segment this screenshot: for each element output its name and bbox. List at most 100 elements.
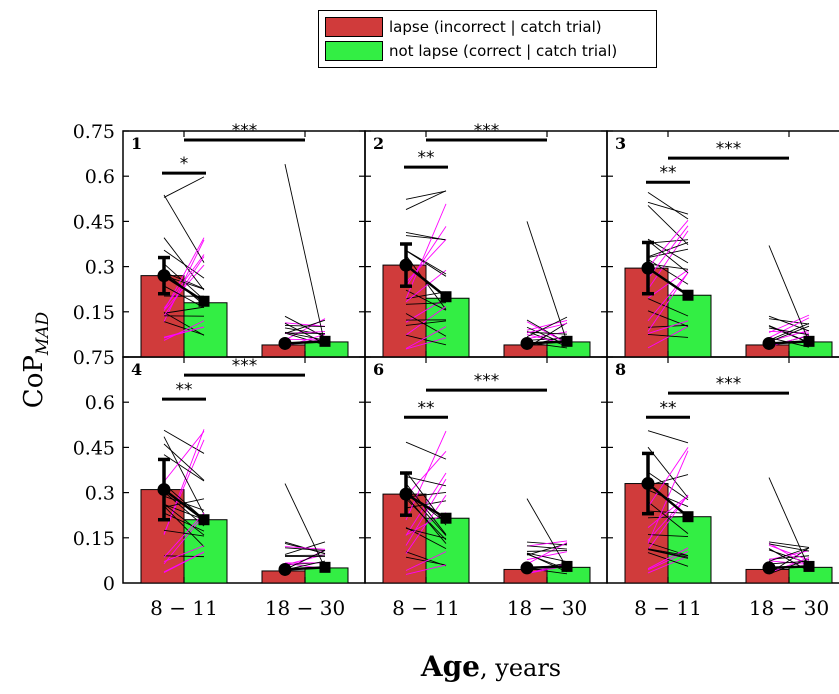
subject-line — [405, 306, 447, 336]
mean-point-not-lapse — [440, 291, 452, 303]
panel-3: *****3 — [606, 130, 839, 358]
subject-line — [163, 321, 205, 336]
subject-line — [526, 567, 568, 575]
subject-line — [405, 326, 447, 349]
subject-line — [405, 491, 447, 498]
subject-line — [284, 322, 326, 327]
legend-label-lapse: lapse (incorrect | catch trial) — [389, 18, 602, 36]
subject-line — [405, 451, 447, 497]
subject-line — [284, 319, 326, 334]
subject-line — [163, 256, 205, 317]
mean-point-lapse — [762, 336, 776, 350]
mean-connector — [163, 274, 205, 303]
mean-connector — [768, 340, 810, 345]
subject-line — [405, 289, 447, 311]
subject-line — [768, 318, 810, 325]
mean-point-not-lapse — [682, 511, 694, 523]
subject-line — [405, 313, 447, 337]
subject-line-outlier — [768, 245, 810, 343]
subject-line — [405, 226, 447, 287]
subject-line — [647, 446, 689, 498]
subject-line — [405, 476, 447, 487]
subject-line — [405, 320, 447, 326]
subject-line — [405, 190, 447, 200]
subject-line — [405, 527, 447, 539]
subject-line — [647, 272, 689, 332]
panel-id-label: 1 — [131, 134, 142, 153]
subject-line-outlier — [284, 483, 326, 569]
mean-point-lapse — [157, 269, 171, 283]
y-axis-label-base: CoP — [19, 355, 49, 408]
subject-line — [647, 242, 689, 258]
panel-id-label: 3 — [615, 134, 626, 153]
mean-point-lapse — [278, 336, 292, 350]
subject-line — [647, 191, 689, 220]
mean-point-not-lapse — [198, 514, 210, 526]
subject-line — [284, 322, 326, 344]
subject-line-outlier — [526, 221, 568, 343]
subject-line — [526, 545, 568, 550]
subject-line — [768, 547, 810, 562]
panel-id-label: 6 — [373, 360, 384, 379]
subject-line — [647, 555, 689, 574]
subject-line — [163, 320, 205, 341]
subject-line — [526, 319, 568, 344]
y-tick-label: 0.45 — [73, 211, 115, 233]
legend-item-not-lapse: not lapse (correct | catch trial) — [325, 40, 617, 62]
mean-connector — [284, 340, 326, 345]
panels: ****10.750.60.450.30.15*****2*****3*****… — [73, 121, 839, 620]
subject-line — [405, 203, 447, 299]
panel-id-label: 8 — [615, 360, 626, 379]
subject-line — [647, 501, 689, 534]
subject-line — [405, 564, 447, 575]
subject-line — [405, 334, 447, 346]
subject-line — [647, 474, 689, 486]
subject-line — [405, 441, 447, 460]
subject-line — [163, 194, 205, 263]
mean-point-lapse — [641, 477, 655, 491]
subject-line — [647, 248, 689, 259]
subject-line — [163, 285, 205, 308]
panel-id-label: 4 — [131, 360, 142, 379]
subject-line — [647, 239, 689, 244]
x-tick-label: 18 − 30 — [507, 596, 587, 620]
subject-line — [647, 269, 689, 299]
mean-connector — [163, 488, 205, 521]
subject-line — [405, 190, 447, 210]
mean-point-not-lapse — [803, 560, 815, 572]
subject-line — [405, 551, 447, 571]
mean-connector — [284, 566, 326, 571]
subject-line — [768, 325, 810, 343]
subject-line — [163, 503, 205, 520]
sig-label-long: *** — [232, 121, 258, 141]
subject-line — [647, 326, 689, 349]
x-axis-label-bold: Age — [420, 650, 480, 683]
y-tick-label: 0.6 — [85, 392, 115, 414]
subject-line — [647, 447, 689, 508]
subject-line — [647, 320, 689, 334]
panel-2: *****2 — [364, 121, 608, 358]
subject-line — [163, 443, 205, 481]
sig-label-long: *** — [474, 371, 500, 391]
subject-line — [768, 560, 810, 565]
subject-line — [163, 237, 205, 311]
subject-line — [405, 297, 447, 323]
y-tick-label-zero: 0 — [103, 573, 115, 595]
subject-line — [284, 547, 326, 551]
subject-line — [647, 334, 689, 338]
subject-line — [163, 306, 205, 314]
subject-line — [768, 544, 810, 561]
legend-swatch-lapse — [325, 17, 383, 37]
subject-line — [284, 546, 326, 550]
y-tick-label: 0.75 — [73, 347, 115, 369]
mean-connector — [647, 482, 689, 518]
subject-line — [405, 478, 447, 546]
subject-line — [163, 555, 205, 558]
legend: lapse (incorrect | catch trial) not laps… — [318, 10, 657, 68]
subject-line — [163, 505, 205, 548]
x-axis-label: Age, years — [420, 650, 561, 683]
subject-line — [163, 503, 205, 536]
subject-line — [647, 258, 689, 285]
